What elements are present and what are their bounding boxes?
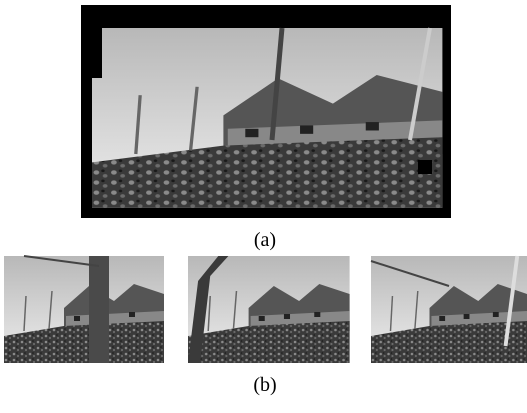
frame-image xyxy=(371,256,527,363)
frame-image xyxy=(188,256,350,363)
caption: (b) xyxy=(253,374,276,396)
frame-image xyxy=(4,256,164,363)
mosaic-image xyxy=(92,28,442,208)
figure: (a) (b) xyxy=(0,0,527,408)
caption: (a) xyxy=(254,229,276,251)
